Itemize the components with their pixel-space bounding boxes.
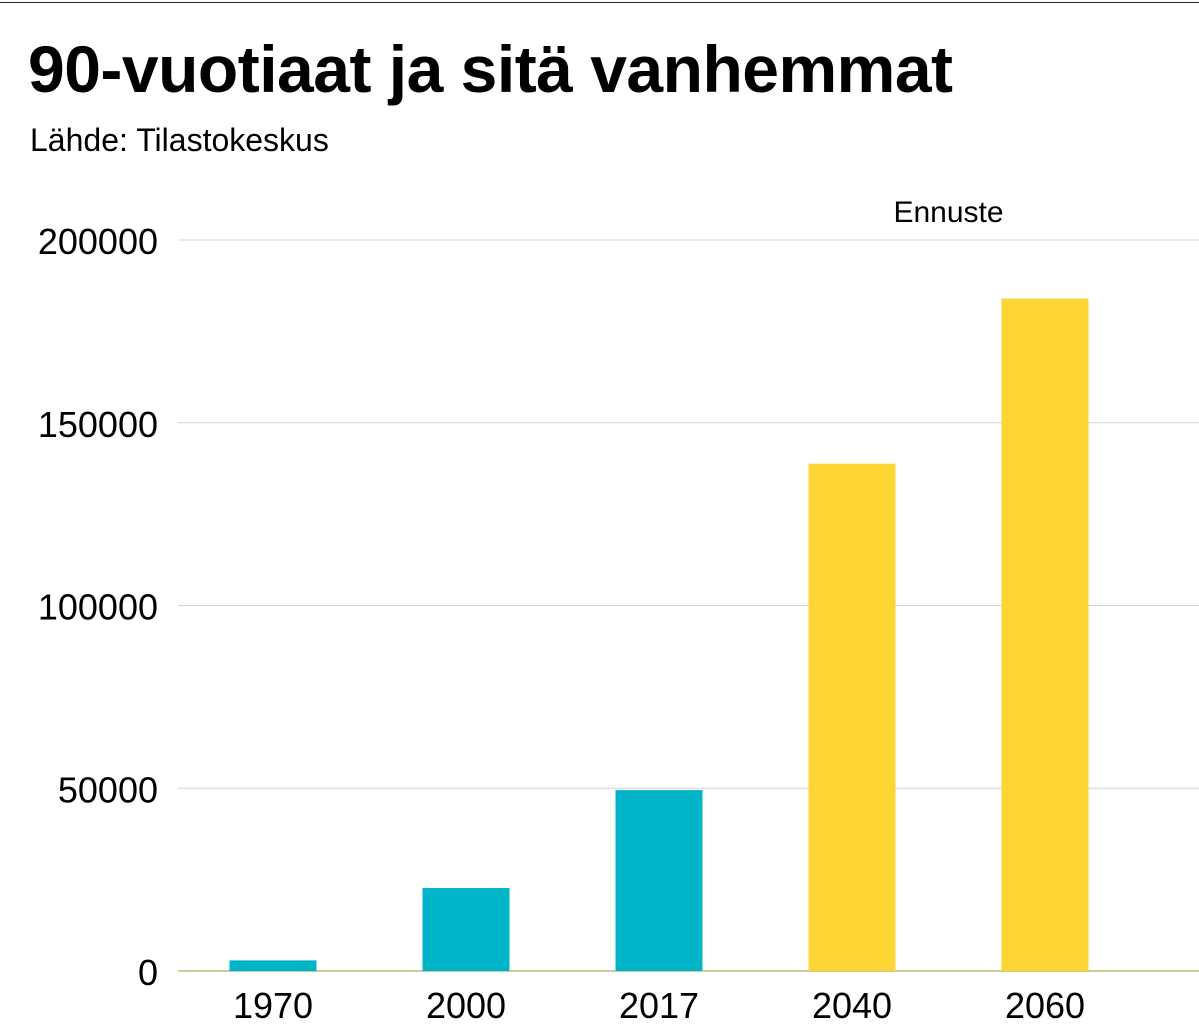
annotations: Ennuste	[893, 196, 1003, 229]
x-tick-label: 1970	[233, 985, 313, 1026]
chart-title: 90-vuotiaat ja sitä vanhemmat	[28, 32, 953, 106]
chart-source: Lähde: Tilastokeskus	[30, 122, 329, 158]
x-axis-tick-labels: 1970 2000 2017 2040 2060	[233, 985, 1085, 1026]
forecast-annotation: Ennuste	[893, 196, 1003, 229]
y-tick-label: 150000	[38, 404, 158, 445]
bar-1970	[229, 960, 317, 971]
top-rule	[0, 2, 1199, 3]
y-tick-label: 50000	[58, 769, 158, 810]
y-tick-label: 200000	[38, 221, 158, 262]
x-tick-label: 2000	[426, 985, 506, 1026]
bar-2000	[422, 888, 510, 971]
x-tick-label: 2040	[812, 985, 892, 1026]
bar-2017	[615, 790, 703, 971]
y-tick-label: 100000	[38, 587, 158, 628]
y-axis-tick-labels: 0 50000 100000 150000 200000	[38, 221, 158, 993]
x-tick-label: 2060	[1005, 985, 1085, 1026]
y-tick-label: 0	[138, 952, 158, 993]
x-tick-label: 2017	[619, 985, 699, 1026]
bars	[229, 298, 1089, 972]
bar-2060	[1001, 298, 1089, 972]
bar-2040	[808, 463, 896, 971]
